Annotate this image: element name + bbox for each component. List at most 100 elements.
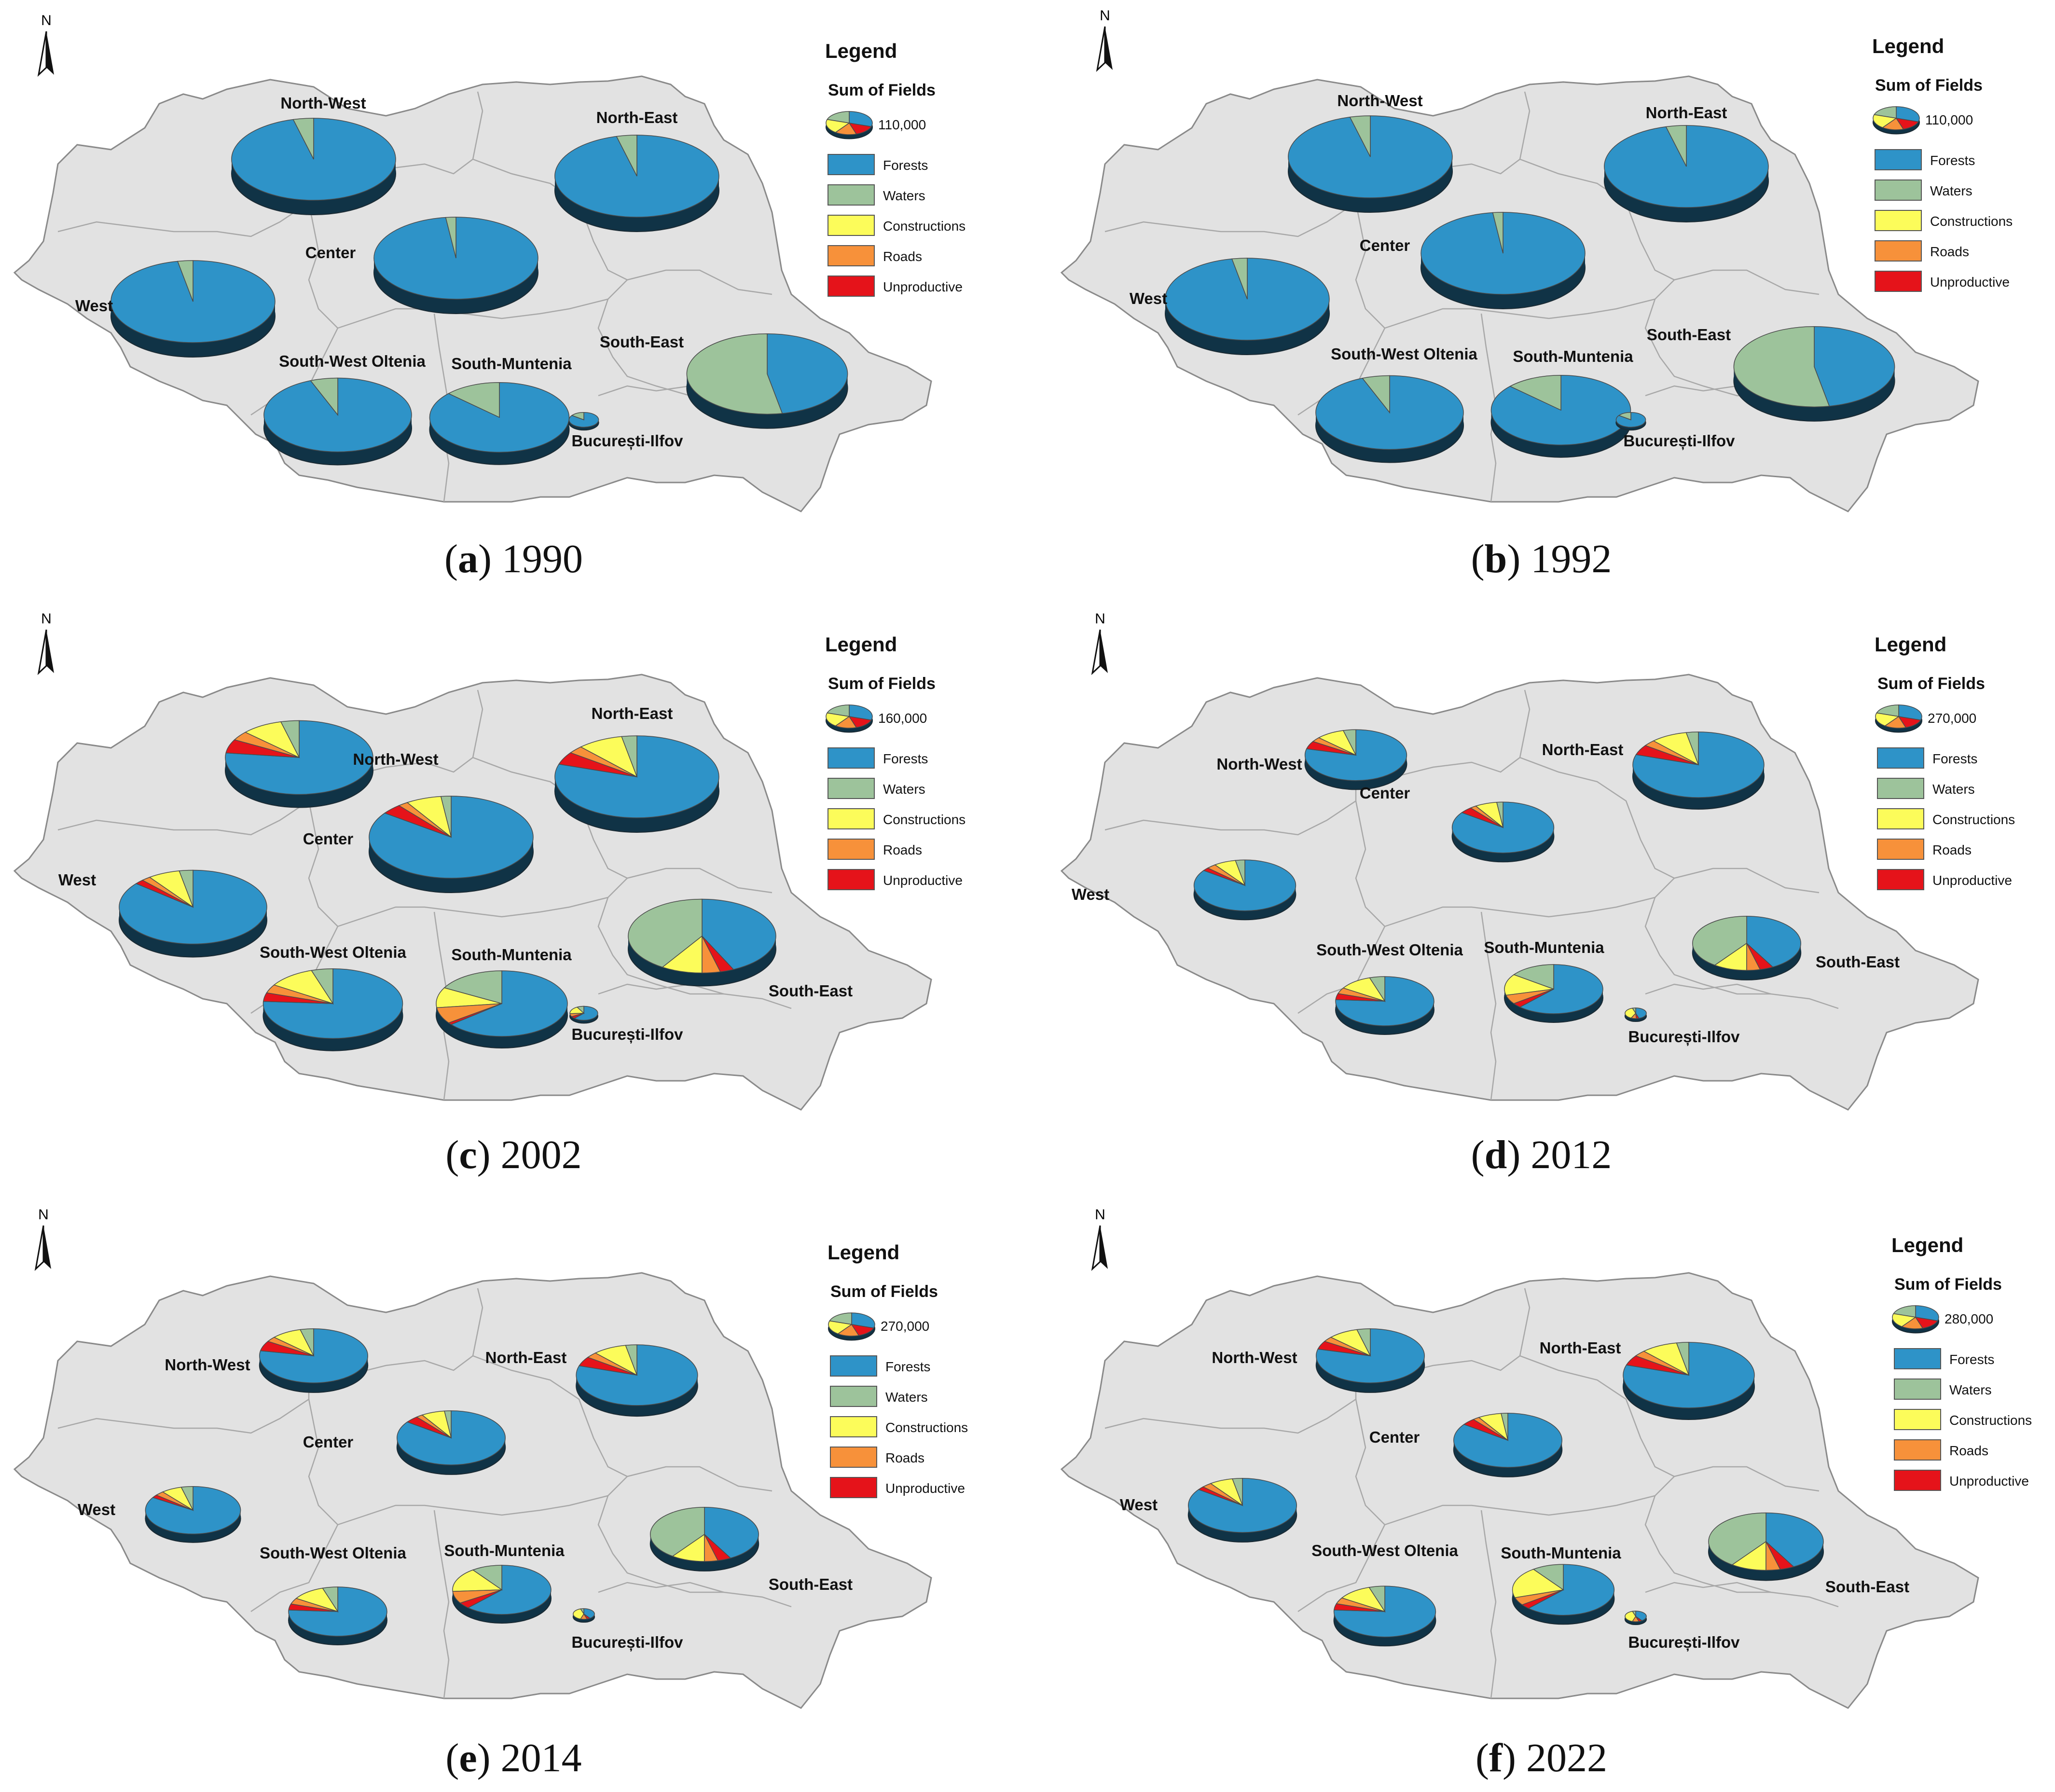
pie-slice-waters (1349, 115, 1371, 157)
pie-slice-unproductive (152, 1494, 193, 1511)
pie-slice-unproductive (1461, 807, 1503, 828)
legend-item-constructions: Constructions (883, 219, 965, 234)
pie-slice-forests (702, 898, 776, 970)
north-label: N (1100, 8, 1110, 24)
region-label: South-West Oltenia (1316, 941, 1463, 959)
pie-slice-waters (443, 970, 502, 1004)
legend-item-constructions: Constructions (885, 1420, 968, 1435)
map-svg-d: N North-West North-East Center West South-Wes… (1060, 611, 2015, 1111)
pie-slice-unproductive (225, 739, 300, 758)
region-border (337, 878, 628, 927)
legend-swatch-roads (828, 839, 875, 860)
pie-slice-waters (571, 412, 584, 421)
pie-slice-unproductive (1626, 1355, 1689, 1376)
legend-pie-slice-constructions (1892, 1313, 1917, 1327)
pie-slice-unproductive (1746, 943, 1774, 970)
pie-south-east (1692, 916, 1802, 980)
map-svg-c: N North-West North-East Center West South-Wes… (13, 611, 965, 1111)
legend-subtitle: Sum of Fields (1875, 76, 1983, 95)
legend-item-unproductive: Unproductive (1930, 275, 2010, 289)
pie-slice-waters (1708, 1512, 1766, 1565)
pie-north-west (231, 118, 396, 215)
pie-slice-unproductive (702, 936, 734, 972)
legend-subtitle: Sum of Fields (1877, 675, 1985, 693)
pie-slice-forests (1635, 1611, 1647, 1621)
region-border (1480, 1510, 1497, 1699)
pie-center (1421, 212, 1586, 309)
pie-west (1193, 859, 1296, 921)
region-label: South-East (1647, 326, 1731, 344)
pie-slice-waters (1362, 375, 1390, 414)
legend-swatch-unproductive (1875, 271, 1922, 292)
pie-slice-waters (447, 382, 500, 418)
legend-swatch-forests (828, 747, 875, 769)
legend-item-forests: Forests (885, 1359, 930, 1374)
legend-swatch-constructions (1875, 210, 1922, 231)
region-border (1297, 1524, 1386, 1613)
region-border (1104, 782, 1357, 836)
legend-swatch-forests (1875, 149, 1922, 170)
pie-north-west (225, 720, 373, 808)
region-label: South-Muntenia (451, 946, 572, 964)
region-border (1384, 279, 1675, 329)
legend-item-waters: Waters (885, 1390, 928, 1405)
pie-slice-forests (554, 135, 719, 218)
north-label: N (1095, 611, 1105, 627)
legend: Legend Sum of Fields 110,000 Forests Waters C… (825, 40, 965, 297)
legend-pie-slice-constructions (826, 712, 850, 727)
region-label: South-East (769, 982, 853, 1000)
legend-swatch-roads (828, 245, 875, 266)
region-border (1674, 269, 1820, 295)
region-label: West (75, 297, 113, 315)
pie-slice-forests (467, 1565, 552, 1615)
region-label: Center (303, 1433, 354, 1451)
pie-south-east (628, 898, 776, 987)
pie-slice-unproductive (1198, 1486, 1243, 1506)
region-border (1674, 1466, 1820, 1492)
pie-slice-waters (445, 217, 456, 259)
pie-bucure-ti-ilfov (1624, 1007, 1647, 1022)
legend-swatch-roads (1894, 1439, 1941, 1461)
pie-slice-waters (1618, 412, 1631, 421)
north-arrow-icon (34, 1225, 51, 1271)
pie-slice-unproductive (1333, 1603, 1385, 1612)
caption-f: (f) 2022 (1476, 1736, 1607, 1780)
pie-slice-forests (231, 118, 396, 201)
region-border (627, 1466, 772, 1492)
legend-title: Legend (1872, 35, 1944, 57)
pie-south-west-oltenia (1333, 1585, 1436, 1647)
north-label: N (41, 611, 52, 627)
legend-item-roads: Roads (883, 842, 922, 857)
pie-slice-unproductive (459, 1589, 502, 1609)
region-label: București-Ilfov (571, 432, 683, 450)
map-panel-f: N North-West North-East Center West South-Wes… (1047, 1197, 2055, 1742)
pie-slice-forests (262, 968, 403, 1039)
pie-slice-unproductive (1521, 1589, 1564, 1609)
legend-swatch-forests (1877, 747, 1924, 769)
pie-slice-forests (1288, 115, 1453, 198)
legend-item-waters: Waters (883, 188, 925, 203)
legend-swatch-constructions (1894, 1409, 1941, 1430)
pie-slice-constructions (573, 1608, 584, 1620)
pie-slice-constructions (295, 1587, 339, 1613)
pie-slice-constructions (1504, 974, 1554, 996)
legend-swatch-waters (828, 778, 875, 799)
pie-slice-forests (1604, 125, 1769, 208)
north-arrow-icon (1096, 26, 1113, 72)
pie-south-west-oltenia (263, 377, 412, 466)
legend-pie-slice-unproductive (848, 716, 872, 728)
legend-pie-slice-forests (849, 111, 873, 127)
legend-swatch-waters (1877, 778, 1924, 799)
pie-slice-unproductive (384, 805, 452, 838)
region-label: South-East (1825, 1578, 1909, 1596)
pie-north-east (1604, 125, 1769, 222)
pie-slice-constructions (244, 721, 300, 758)
pie-slice-forests (429, 382, 570, 453)
north-arrow-icon (37, 31, 54, 77)
pie-slice-forests (583, 1608, 595, 1619)
legend-sample-pie-icon (1892, 1305, 1939, 1334)
region-label: North-East (596, 109, 678, 126)
legend-item-unproductive: Unproductive (885, 1481, 965, 1496)
region-border (250, 1524, 339, 1613)
pie-south-east (1708, 1512, 1824, 1581)
